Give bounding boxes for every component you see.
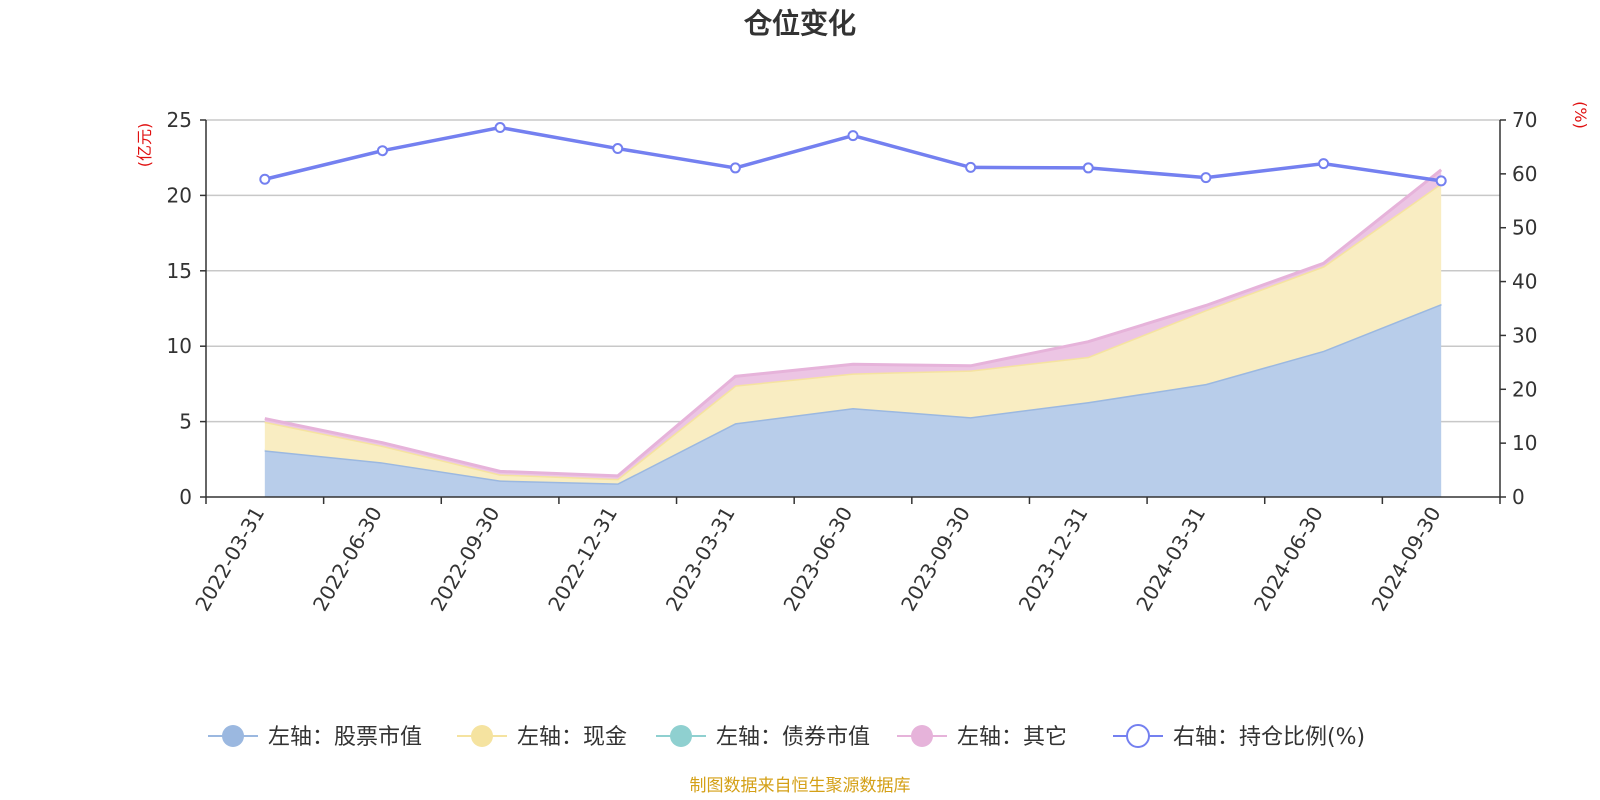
left-axis-tick-label: 15 [167, 259, 192, 283]
legend-marker-icon [1126, 724, 1150, 748]
x-axis-tick-label: 2024-03-31 [1131, 503, 1210, 616]
ratio-point[interactable] [965, 161, 977, 173]
ratio-point[interactable] [847, 130, 859, 142]
left-axis-tick-label: 25 [167, 108, 192, 132]
x-axis-tick-label: 2023-09-30 [896, 503, 975, 616]
ratio-point[interactable] [729, 162, 741, 174]
right-axis-tick-label: 30 [1512, 323, 1537, 347]
ratio-point[interactable] [1318, 158, 1330, 170]
right-axis-tick-label: 10 [1512, 431, 1537, 455]
legend-item-ratio[interactable]: 右轴：持仓比例(%) [1113, 724, 1365, 750]
chart-title: 仓位变化 [744, 7, 856, 40]
legend-marker-icon [222, 725, 244, 747]
right-axis-tick-label: 20 [1512, 377, 1537, 401]
ratio-point[interactable] [494, 122, 506, 134]
right-axis-tick-label: 50 [1512, 216, 1537, 240]
legend-marker-icon [911, 725, 933, 747]
legend-label: 左轴：其它 [957, 725, 1067, 750]
legend-item-other[interactable]: 左轴：其它 [897, 725, 1067, 750]
legend-label: 左轴：股票市值 [268, 725, 422, 750]
legend-item-stock[interactable]: 左轴：股票市值 [208, 725, 422, 750]
left-axis-unit: (亿元) [135, 123, 154, 168]
left-axis-tick-label: 10 [167, 334, 192, 358]
x-axis-tick-label: 2022-09-30 [426, 503, 505, 616]
right-axis-tick-label: 60 [1512, 162, 1537, 186]
ratio-point[interactable] [259, 173, 271, 185]
right-axis-unit: (%) [1571, 101, 1590, 129]
area-cash [264, 183, 1442, 484]
ratio-line-layer [259, 122, 1447, 187]
left-axis-tick-label: 5 [179, 410, 192, 434]
ratio-point[interactable] [1435, 175, 1447, 187]
left-axis-tick-label: 20 [167, 183, 192, 207]
x-axis-tick-label: 2023-03-31 [661, 503, 740, 616]
right-axis-tick-label: 40 [1512, 270, 1537, 294]
legend-item-bond[interactable]: 左轴：债券市值 [656, 725, 870, 750]
x-axis-tick-label: 2023-12-31 [1014, 503, 1093, 616]
ratio-point[interactable] [376, 145, 388, 157]
left-axis-tick-label: 0 [179, 485, 192, 509]
plot-areas [264, 168, 1443, 497]
ratio-point[interactable] [1200, 172, 1212, 184]
ratio-point[interactable] [1082, 162, 1094, 174]
legend[interactable]: 左轴：股票市值 左轴：现金 左轴：债券市值 左轴：其它 右轴：持仓比例(%) [208, 724, 1365, 750]
legend-label: 右轴：持仓比例(%) [1173, 725, 1365, 750]
legend-label: 左轴：现金 [517, 725, 627, 750]
x-axis-tick-label: 2024-09-30 [1367, 503, 1446, 616]
x-axis-tick-label: 2024-06-30 [1249, 503, 1328, 616]
legend-marker-icon [471, 725, 493, 747]
legend-label: 左轴：债券市值 [716, 725, 870, 750]
x-axis-tick-label: 2022-06-30 [308, 503, 387, 616]
x-axis-tick-label: 2022-12-31 [543, 503, 622, 616]
x-axis-tick-label: 2022-03-31 [190, 503, 269, 616]
right-axis-tick-label: 70 [1512, 108, 1537, 132]
source-label: 制图数据来自恒生聚源数据库 [690, 776, 911, 796]
legend-marker-icon [670, 725, 692, 747]
right-axis-tick-label: 0 [1512, 485, 1525, 509]
x-axis-tick-label: 2023-06-30 [778, 503, 857, 616]
area-stock [264, 303, 1442, 497]
legend-item-cash[interactable]: 左轴：现金 [457, 725, 627, 750]
ratio-point[interactable] [612, 143, 624, 155]
area-edge-other [264, 168, 1443, 478]
